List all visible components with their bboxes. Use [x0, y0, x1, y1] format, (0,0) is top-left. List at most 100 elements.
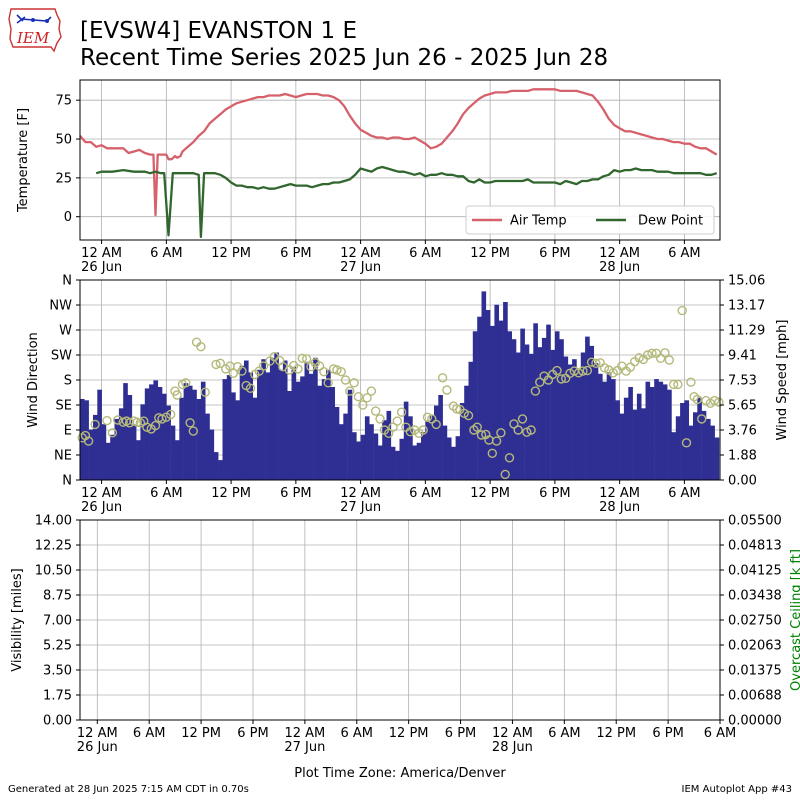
iem-logo: IEM: [7, 7, 63, 53]
wind-speed-bar: [438, 395, 443, 480]
wind-speed-bar: [459, 403, 465, 480]
ceiling-axis-label: Overcast Ceiling [k ft]: [789, 549, 800, 691]
wind-speed-bar: [248, 372, 254, 480]
wind-speed-bar: [209, 429, 215, 480]
wind-direction-point: [392, 416, 402, 426]
generated-note: Generated at 28 Jun 2025 7:15 AM CDT in …: [8, 784, 249, 795]
ceiling-tick-label-4: 0.02750: [728, 614, 782, 629]
wind-speed-bar: [101, 424, 107, 480]
wind-direction-point: [697, 414, 707, 424]
wind-speed-bar: [667, 389, 672, 480]
wind-speed-bar: [507, 331, 513, 480]
wind-speed-bar: [257, 369, 262, 480]
wind-speed-bar: [395, 450, 400, 480]
wind-direction-point: [375, 414, 385, 424]
wind-direction-point: [476, 430, 487, 440]
wind-speed-bar: [105, 442, 111, 480]
temp-xtick-label-7: 6 PM: [539, 246, 570, 261]
speed-tick-label-5: 9.41: [728, 349, 757, 364]
wind-speed-bar: [516, 352, 521, 480]
wind-speed-bar: [606, 372, 612, 480]
dir-tick-label-3: SE: [56, 399, 72, 414]
wind-direction-point: [245, 383, 256, 393]
vis-xtick-date-8: 28 Jun: [492, 740, 533, 755]
wind-speed-bar: [127, 395, 133, 480]
wind-panel: N NE E SE S SW W NW N 0.00 1.88 3.76 5.65 7.53 9.41 11…: [26, 274, 790, 516]
speed-tick-label-3: 5.65: [728, 399, 757, 414]
wind-direction-point: [228, 368, 239, 378]
wind-speed-bar: [222, 379, 228, 480]
wind-direction-point: [297, 353, 307, 363]
vis-xtick-label-4: 12 AM: [284, 726, 325, 741]
wind-speed-bar: [403, 401, 409, 480]
wind-xtick-label-5: 6 AM: [409, 486, 442, 501]
wind-speed-bar: [472, 331, 478, 480]
wind-speed-bar: [529, 353, 534, 480]
wind-direction-point: [353, 392, 364, 402]
wind-direction-point: [692, 394, 702, 405]
temp-xtick-label-4: 12 AM: [340, 246, 381, 261]
chart-subtitle: Recent Time Series 2025 Jun 26 - 2025 Ju…: [80, 45, 609, 71]
visibility-panel: 0.001.753.505.257.008.7510.5012.2514.00 …: [10, 514, 800, 782]
wind-speed-bar: [339, 424, 344, 480]
wind-direction-point: [504, 453, 515, 463]
wind-speed-bar: [291, 367, 297, 480]
wind-xtick-label-2: 12 PM: [211, 486, 251, 501]
wind-speed-bar: [623, 397, 629, 480]
wind-speed-bar: [576, 369, 582, 480]
wind-speed-bar: [520, 328, 525, 480]
wind-direction-point: [513, 425, 523, 435]
wind-speed-bar: [326, 369, 331, 480]
wind-direction-point: [647, 348, 657, 358]
wind-direction-point: [418, 425, 428, 435]
wind-direction-point: [384, 428, 394, 438]
wind-speed-bar: [455, 436, 461, 480]
wind-direction-point: [472, 422, 482, 432]
speed-tick-label-4: 7.53: [728, 374, 757, 389]
wind-speed-bar: [537, 347, 543, 480]
wind-speed-bar: [446, 437, 452, 480]
wind-speed-bar: [598, 373, 603, 480]
wind-xtick-label-6: 12 PM: [470, 486, 510, 501]
vis-xtick-label-3: 6 PM: [237, 726, 268, 741]
iowa-map-icon: [8, 8, 62, 53]
vis-tick-label-5: 8.75: [43, 589, 72, 604]
wind-speed-bar: [131, 424, 137, 480]
wind-speed-bar: [88, 429, 94, 480]
wind-speed-bar: [714, 437, 720, 480]
wind-speed-bar: [494, 304, 500, 480]
wind-speed-bar: [213, 452, 219, 480]
dir-tick-label-0: N: [62, 474, 72, 489]
wind-speed-bar: [205, 413, 210, 480]
wind-speed-bar: [118, 408, 124, 480]
wind-speed-bar: [550, 349, 556, 480]
wind-direction-point: [431, 419, 441, 430]
wind-speed-bar: [235, 400, 241, 480]
wind-direction-point: [371, 406, 381, 416]
temp-xtick-label-0: 12 AM: [81, 246, 122, 261]
wind-direction-point: [664, 355, 674, 365]
wind-speed-bar: [352, 432, 357, 480]
wind-speed-bar: [654, 379, 659, 480]
wind-speed-bar: [658, 381, 664, 480]
wind-speed-bar: [585, 336, 590, 480]
speed-tick-label-6: 11.29: [728, 324, 765, 339]
wind-xtick-label-4: 12 AM: [340, 486, 381, 501]
wind-speed-bar: [580, 352, 586, 480]
wind-direction-point: [643, 350, 653, 360]
wind-direction-point: [90, 419, 100, 430]
wind-speed-bar: [442, 425, 448, 480]
timezone-label: Plot Time Zone: America/Denver: [294, 766, 506, 781]
wind-speed-bar: [693, 412, 698, 480]
wind-speed-bar: [477, 316, 482, 480]
legend-airtemp-label: Air Temp: [510, 214, 567, 229]
wind-speed-bar: [382, 420, 387, 480]
wind-speed-bar: [334, 407, 340, 480]
wind-speed-bar: [451, 446, 456, 480]
wind-direction-point: [83, 436, 94, 446]
wind-direction-point: [509, 419, 519, 429]
wind-speed-bar: [282, 360, 288, 480]
vis-xtick-date-0: 26 Jun: [77, 740, 118, 755]
vis-xtick-label-10: 12 PM: [596, 726, 636, 741]
